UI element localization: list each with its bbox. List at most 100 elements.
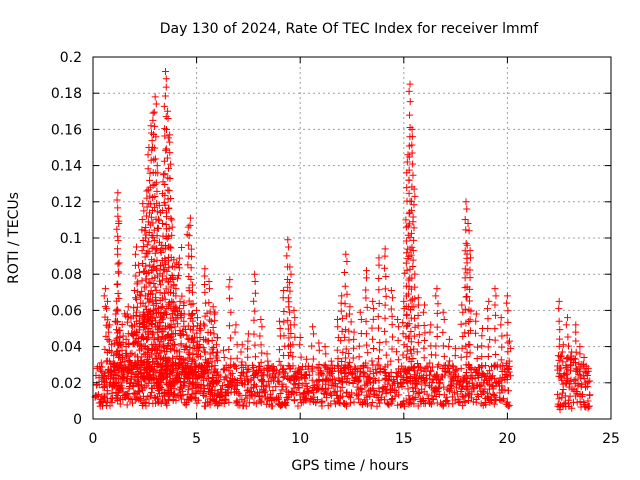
data-point — [286, 278, 294, 286]
data-point — [201, 288, 209, 296]
data-point — [296, 391, 304, 399]
data-point — [387, 357, 395, 365]
data-point — [175, 374, 183, 382]
data-point — [294, 402, 302, 410]
data-point — [151, 180, 159, 188]
data-point — [454, 372, 462, 380]
data-point — [435, 384, 443, 392]
data-point — [382, 273, 390, 281]
x-tick-label: 0 — [89, 431, 98, 447]
data-point — [368, 399, 376, 407]
data-point — [167, 194, 175, 202]
data-point — [321, 343, 329, 351]
data-point — [490, 400, 498, 408]
data-point — [185, 232, 193, 240]
data-point — [414, 402, 422, 410]
data-point — [411, 384, 419, 392]
data-point — [172, 292, 180, 300]
data-point — [339, 348, 347, 356]
data-point — [162, 113, 170, 121]
data-point — [467, 394, 475, 402]
data-point — [375, 274, 383, 282]
data-point — [105, 365, 113, 373]
data-point — [212, 352, 220, 360]
data-point — [200, 320, 208, 328]
data-point — [295, 376, 303, 384]
data-point — [271, 374, 279, 382]
data-point — [269, 387, 277, 395]
data-point — [585, 402, 593, 410]
data-point — [109, 359, 117, 367]
data-point — [404, 290, 412, 298]
data-point — [315, 339, 323, 347]
data-point — [164, 395, 172, 403]
data-point — [156, 277, 164, 285]
data-point — [413, 369, 421, 377]
data-point — [266, 390, 274, 398]
data-point — [108, 341, 116, 349]
data-point — [193, 399, 201, 407]
data-point — [258, 369, 266, 377]
data-point — [409, 262, 417, 270]
data-point — [583, 382, 591, 390]
data-point — [155, 238, 163, 246]
data-point — [201, 265, 209, 273]
y-tick-label: 0.1 — [60, 231, 82, 247]
data-point — [280, 318, 288, 326]
data-point — [183, 331, 191, 339]
data-point — [466, 274, 474, 282]
data-point — [484, 315, 492, 323]
data-point — [118, 365, 126, 373]
data-point — [157, 346, 165, 354]
data-point — [163, 154, 171, 162]
data-point — [292, 389, 300, 397]
data-point — [113, 350, 121, 358]
data-point — [171, 263, 179, 271]
data-point — [467, 307, 475, 315]
data-point — [445, 343, 453, 351]
data-point — [233, 397, 241, 405]
data-point — [497, 314, 505, 322]
data-point — [164, 115, 172, 123]
data-point — [375, 361, 383, 369]
data-point — [374, 355, 382, 363]
data-point — [405, 392, 413, 400]
data-point — [408, 243, 416, 251]
data-point — [116, 400, 124, 408]
data-point — [152, 286, 160, 294]
data-point — [297, 366, 305, 374]
data-point — [395, 323, 403, 331]
data-point — [440, 362, 448, 370]
data-point — [586, 391, 594, 399]
data-point — [504, 402, 512, 410]
data-point — [150, 379, 158, 387]
data-point — [233, 354, 241, 362]
data-point — [309, 355, 317, 363]
data-point — [465, 363, 473, 371]
data-point — [410, 201, 418, 209]
data-point — [108, 389, 116, 397]
data-point — [363, 303, 371, 311]
data-point — [314, 396, 322, 404]
data-point — [140, 243, 148, 251]
data-point — [405, 276, 413, 284]
data-point — [129, 312, 137, 320]
data-point — [410, 314, 418, 322]
data-point — [472, 398, 480, 406]
data-point — [251, 353, 259, 361]
data-point — [238, 358, 246, 366]
data-point — [175, 264, 183, 272]
data-point — [408, 133, 416, 141]
data-point — [162, 145, 170, 153]
data-point — [261, 387, 269, 395]
data-point — [382, 351, 390, 359]
data-point — [426, 359, 434, 367]
data-point — [395, 391, 403, 399]
data-point — [261, 389, 269, 397]
data-point — [188, 385, 196, 393]
data-point — [407, 328, 415, 336]
data-point — [327, 357, 335, 365]
data-point — [158, 385, 166, 393]
data-point — [166, 138, 174, 146]
data-point — [232, 364, 240, 372]
